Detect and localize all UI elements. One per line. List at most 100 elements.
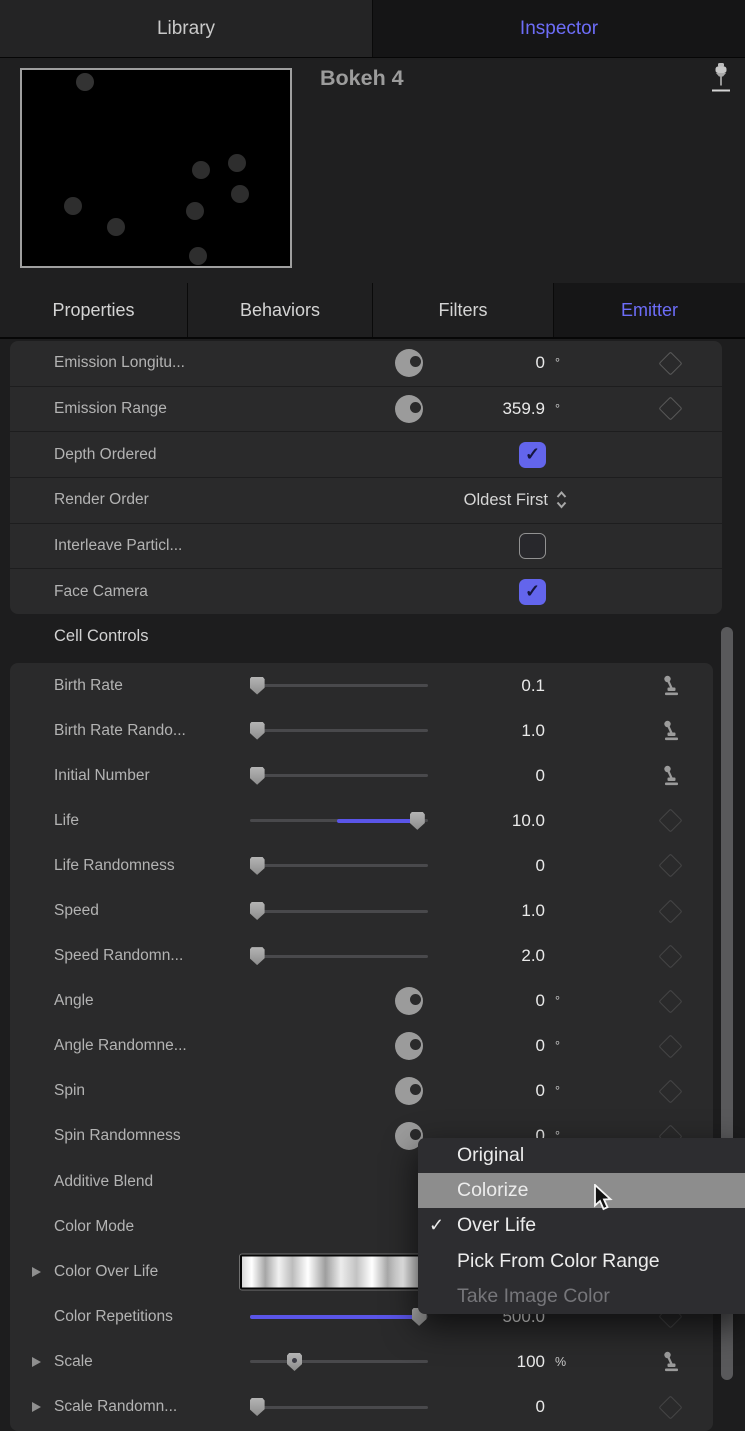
slider-thumb[interactable] [249,766,265,785]
depth-ordered-checkbox[interactable]: ✓ [519,441,546,468]
param-value[interactable]: 0 [535,855,545,875]
birth-rate-randomness-slider[interactable] [249,721,428,740]
param-value[interactable]: 0 [535,353,545,373]
dial-control[interactable] [395,987,423,1016]
disclosure-triangle-icon[interactable] [32,1356,41,1367]
keyframe-button[interactable] [656,942,684,970]
param-label: Scale [54,1352,93,1370]
row-spin: Spin 0 ° [10,1069,713,1114]
animation-menu-button[interactable] [656,762,684,790]
slider-thumb[interactable] [249,947,265,966]
keyframe-button[interactable] [656,852,684,880]
checkmark-icon: ✓ [429,1215,445,1236]
slider-thumb[interactable] [249,721,265,740]
param-value[interactable]: 0 [535,1036,545,1056]
life-slider[interactable] [250,811,428,830]
checkmark-icon: ✓ [524,444,541,465]
menu-item-original[interactable]: Original [418,1138,745,1173]
keyframe-button[interactable] [656,1032,684,1060]
disclosure-triangle-icon[interactable] [32,1402,41,1413]
inspector-tabs: Properties Behaviors Filters Emitter [0,283,745,339]
slider-fill [250,1314,420,1319]
param-label: Render Order [54,491,149,509]
menu-item-take-image-color[interactable]: Take Image Color [418,1279,745,1314]
tab-inspector[interactable]: Inspector [373,0,745,57]
animation-menu-button[interactable] [656,1348,684,1376]
param-label: Angle [54,992,94,1010]
keyframe-button[interactable] [656,987,684,1015]
row-face-camera: Face Camera ✓ [10,568,722,614]
param-value[interactable]: 2.0 [521,946,545,966]
animation-menu-button[interactable] [656,717,684,745]
param-value[interactable]: 0 [535,765,545,785]
param-value[interactable]: 359.9 [502,398,545,418]
param-value[interactable]: 10.0 [511,810,545,830]
param-value[interactable]: 0 [535,1081,545,1101]
birth-rate-slider[interactable] [249,676,428,695]
scale-slider[interactable] [250,1352,428,1371]
keyframe-diamond-icon [657,853,683,878]
param-value[interactable]: 100 [516,1351,545,1371]
keyframe-button[interactable] [656,807,684,835]
tab-emitter[interactable]: Emitter [554,283,745,337]
menu-item-over-life[interactable]: ✓ Over Life [418,1208,745,1243]
dial-control[interactable] [395,1077,423,1106]
keyframe-button[interactable] [656,1393,684,1421]
scale-randomness-slider[interactable] [249,1398,428,1417]
param-unit: ° [555,356,560,371]
param-value[interactable]: 0 [535,1126,545,1146]
disclosure-triangle-icon[interactable] [32,1266,41,1277]
color-over-life-gradient[interactable] [239,1253,439,1291]
interleave-particles-checkbox[interactable] [519,532,546,559]
object-preview-thumbnail [20,68,292,268]
keyframe-button[interactable] [656,395,684,423]
tab-library[interactable]: Library [0,0,373,57]
param-label: Emission Range [54,399,167,417]
dial-control[interactable] [395,349,423,378]
life-randomness-slider[interactable] [249,856,428,875]
slider-thumb[interactable] [409,811,425,830]
param-label: Speed Randomn... [54,947,184,965]
param-value[interactable]: 0 [535,991,545,1011]
chevron-up-down-icon [556,491,567,509]
keyframe-diamond-icon [657,396,683,422]
slider-thumb[interactable] [249,856,265,875]
animation-menu-button[interactable] [656,672,684,700]
param-label: Initial Number [54,766,150,784]
bokeh-particle-dot [64,197,82,215]
param-value[interactable]: 0.1 [521,675,545,695]
dial-control[interactable] [395,1032,423,1061]
menu-item-colorize[interactable]: Colorize [418,1173,745,1209]
keyframe-diamond-icon [657,944,683,969]
render-order-select[interactable]: Oldest First [464,490,568,510]
face-camera-checkbox[interactable]: ✓ [519,578,546,605]
joystick-icon [664,765,678,785]
tab-filters[interactable]: Filters [373,283,554,337]
pin-icon[interactable] [707,62,735,96]
param-label: Color Over Life [54,1262,159,1280]
param-label: Spin [54,1082,86,1100]
keyframe-button[interactable] [656,1077,684,1105]
tab-properties[interactable]: Properties [0,283,188,337]
tab-behaviors[interactable]: Behaviors [188,283,373,337]
row-angle-randomness: Angle Randomne... 0 ° [10,1024,713,1069]
param-label: Life [54,811,79,829]
menu-item-pick-from-color-range[interactable]: Pick From Color Range [418,1244,745,1279]
row-color-over-life: Color Over Life [10,1249,713,1294]
menu-item-label: Colorize [457,1179,529,1202]
slider-thumb[interactable] [249,1398,265,1417]
param-value[interactable]: 0 [535,1397,545,1417]
keyframe-button[interactable] [656,349,684,377]
param-value[interactable]: 1.0 [521,720,545,740]
slider-thumb[interactable] [287,1352,302,1371]
speed-randomness-slider[interactable] [249,947,428,966]
slider-thumb[interactable] [249,902,265,921]
param-value[interactable]: 1.0 [521,901,545,921]
initial-number-slider[interactable] [249,766,428,785]
keyframe-button[interactable] [656,897,684,925]
speed-slider[interactable] [249,902,428,921]
bokeh-particle-dot [76,73,94,91]
slider-thumb[interactable] [249,676,265,695]
joystick-icon [664,1351,678,1372]
dial-control[interactable] [395,394,423,423]
